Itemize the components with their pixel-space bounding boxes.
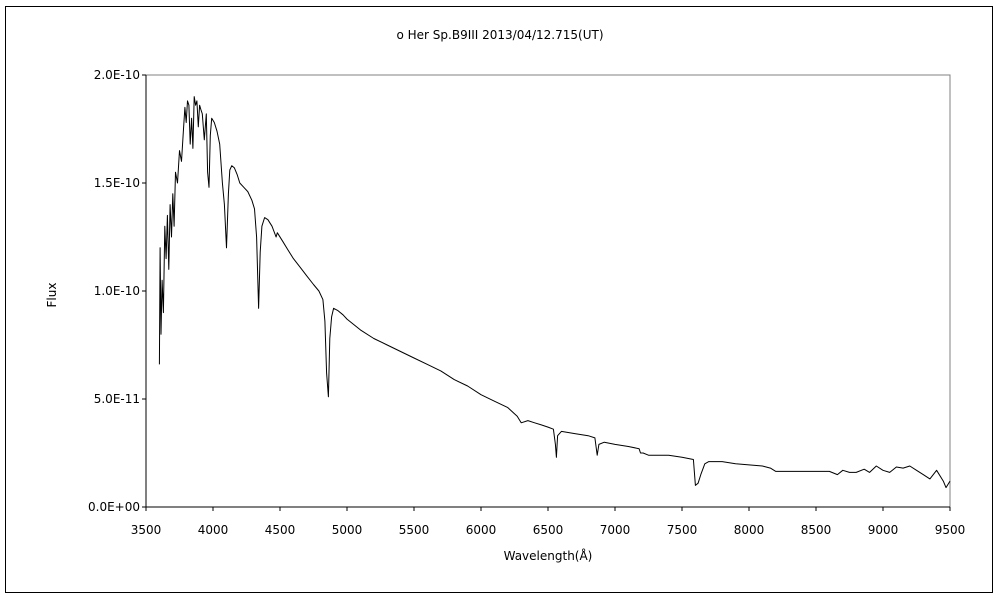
chart-frame xyxy=(5,6,993,593)
x-tick-label: 5000 xyxy=(332,523,363,537)
x-tick-label: 5500 xyxy=(399,523,430,537)
x-tick-label: 8500 xyxy=(801,523,832,537)
plot-area xyxy=(145,74,951,508)
y-tick-label: 2.0E-10 xyxy=(94,68,140,82)
x-tick-label: 6000 xyxy=(466,523,497,537)
x-tick-label: 6500 xyxy=(533,523,564,537)
x-tick-label: 9000 xyxy=(868,523,899,537)
x-tick-label: 8000 xyxy=(734,523,765,537)
x-axis-title: Wavelength(Å) xyxy=(504,548,593,563)
x-tick-label: 4000 xyxy=(198,523,229,537)
x-axis-ticks: 3500 4000 4500 5000 5500 6000 6500 7000 7500 8000… xyxy=(131,507,966,537)
x-tick-label: 4500 xyxy=(265,523,296,537)
spectrum-line xyxy=(158,96,951,489)
chart-title: o Her Sp.B9III 2013/04/12.715(UT) xyxy=(396,28,603,42)
x-tick-label: 7500 xyxy=(667,523,698,537)
y-tick-label: 1.5E-10 xyxy=(94,176,140,190)
y-tick-label: 5.0E-11 xyxy=(94,392,140,406)
series-group xyxy=(158,96,951,489)
y-tick-label: 0.0E+00 xyxy=(88,500,140,514)
x-tick-label: 7000 xyxy=(600,523,631,537)
x-tick-label: 9500 xyxy=(935,523,966,537)
x-tick-label: 3500 xyxy=(131,523,162,537)
y-axis-ticks: 0.0E+00 5.0E-11 1.0E-10 1.5E-10 2.0E-10 xyxy=(88,68,146,514)
y-tick-label: 1.0E-10 xyxy=(94,284,140,298)
y-axis-title: Flux xyxy=(45,283,59,308)
